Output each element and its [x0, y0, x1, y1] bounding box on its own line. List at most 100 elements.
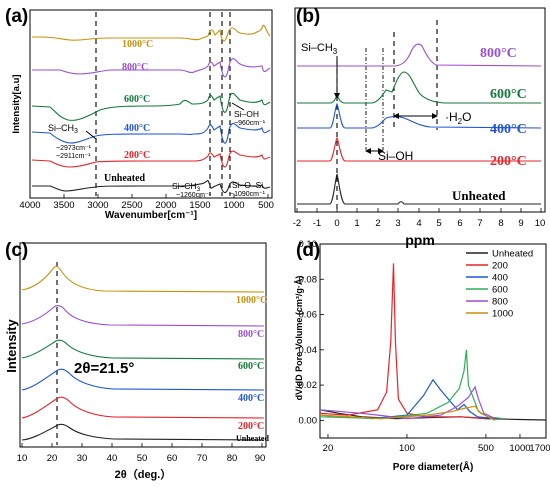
- panel-c: (c) Intensity 2θ（deg.） 10 20 30 40 50 60…: [4, 240, 269, 481]
- panel-c-label-800: 800°C: [238, 329, 264, 340]
- panel-d-series-800: [319, 385, 496, 420]
- panel-d-legend-label: 600: [492, 285, 508, 296]
- panel-b-xtick: 4: [416, 218, 421, 229]
- panel-c-xtick: 70: [197, 453, 208, 464]
- panel-b-label-600: 600°C: [490, 87, 527, 102]
- panel-c-xtick: 40: [107, 453, 118, 464]
- panel-b-series-800: [297, 43, 542, 67]
- panel-a-label-unheated: Unheated: [104, 173, 146, 184]
- panel-a-ann-1090: ~1090cm⁻¹: [230, 191, 266, 198]
- panel-b-xtick: 3: [395, 218, 400, 229]
- panel-d-series-unheated: [319, 409, 547, 421]
- panel-c-frame: [19, 242, 267, 448]
- panel-d-xlabel: Pore diameter(Å): [393, 460, 474, 473]
- panel-b-series-400: [297, 102, 542, 129]
- panel-b-label-400: 400°C: [490, 122, 527, 137]
- panel-a-ann-2911: ~2911cm⁻¹: [56, 153, 91, 160]
- panel-a-label-400: 400°C: [124, 123, 150, 134]
- panel-a-xtick: 500: [258, 200, 274, 211]
- panel-b-xtick: 8: [498, 218, 503, 229]
- panel-c-letter: (c): [5, 240, 28, 261]
- panel-b-xtick: -1: [313, 218, 321, 229]
- panel-d-series-400: [319, 378, 495, 420]
- panel-c-ann-2theta: 2θ=21.5°: [74, 360, 134, 377]
- panel-a-ann-sioh: Si–OH: [234, 109, 259, 119]
- panel-a-series-400: [31, 123, 271, 144]
- panel-d-xtick: 1000: [509, 443, 530, 454]
- panel-a-ann-960: ~960cm⁻¹: [234, 120, 266, 127]
- panel-c-label-400: 400°C: [238, 393, 264, 404]
- panel-d-legend-label: 200: [492, 261, 508, 272]
- panel-c-series-600: [21, 339, 265, 360]
- panel-b-label-800: 800°C: [480, 46, 517, 61]
- panel-a-xtick: 3000: [87, 200, 108, 211]
- panel-b-xtick: 0: [334, 218, 339, 229]
- panel-b-xtick: 1: [354, 218, 359, 229]
- panel-c-xtick: 50: [137, 453, 148, 464]
- panel-b-xtick: 10: [535, 218, 546, 229]
- panel-a-ann-sich3-bottom: Si–CH3: [172, 181, 201, 193]
- panel-a: (a) Intensity[a.u] Wavenumber[cm⁻¹] 4000…: [5, 6, 274, 221]
- panel-a-series-200: [31, 150, 271, 168]
- panel-a-xtick: 1500: [189, 200, 210, 211]
- panel-d-legend-label: 400: [492, 273, 508, 284]
- panel-d-xtick: 1700: [529, 443, 550, 454]
- panel-c-series-400: [21, 368, 265, 391]
- panel-a-ann-1260: ~1260cm⁻¹: [176, 192, 212, 199]
- panel-b: (b) ppm -2 -1 0 1 2 3 4 5 6 7 8 9 10 800…: [293, 6, 546, 248]
- panel-b-label-unheated: Unheated: [452, 188, 506, 203]
- panel-d-ylabel: dV/dD Pore Volume (cm³/g·Å): [294, 276, 304, 401]
- panel-b-xlabel: ppm: [405, 232, 435, 248]
- panel-a-xtick: 1000: [223, 200, 244, 211]
- panel-c-series-unheated: [21, 423, 265, 441]
- panel-b-xtick: -2: [293, 218, 301, 229]
- panel-c-ylabel: Intensity: [4, 319, 19, 373]
- panel-a-ann-siosi: Si–O–Si: [232, 180, 263, 190]
- panel-c-xtick: 90: [255, 453, 266, 464]
- panel-d-ytick: 0.10: [299, 239, 318, 250]
- panel-b-xtick: 2: [375, 218, 380, 229]
- panel-a-ann-2973: ~2973cm⁻¹: [56, 145, 92, 152]
- panel-b-label-200: 200°C: [490, 154, 527, 169]
- panel-a-series-unheated: [32, 179, 271, 194]
- panel-c-xlabel: 2θ（deg.）: [115, 468, 172, 481]
- panel-b-series-unheated: [297, 173, 541, 205]
- panel-a-xticks: 4000 3500 3000 2500 2000 1500 1000 500: [19, 194, 274, 211]
- panel-b-ann-sioh: Si–OH: [378, 149, 413, 163]
- panel-a-xtick: 2500: [121, 200, 142, 211]
- panel-b-xtick: 9: [518, 218, 523, 229]
- panel-c-label-unheated: Unheated: [236, 434, 269, 443]
- panel-c-label-600: 600°C: [238, 361, 264, 372]
- panel-a-xtick: 3500: [53, 200, 74, 211]
- panel-d-ytick: 0.02: [299, 380, 318, 391]
- panel-d-series-600: [319, 349, 503, 420]
- panel-a-label-800: 800°C: [122, 62, 148, 73]
- panel-c-series-200: [21, 396, 265, 419]
- panel-b-xtick: 6: [457, 218, 462, 229]
- panel-c-series-1000: [21, 265, 265, 293]
- panel-d-series-1000: [319, 405, 496, 421]
- panel-a-ann-sich3-left: Si–CH3: [48, 123, 78, 135]
- panel-a-xlabel: Wavenumber[cm⁻¹]: [105, 210, 197, 221]
- panel-c-xtick: 20: [47, 453, 58, 464]
- panel-d-ytick: 0.04: [299, 345, 318, 356]
- panel-d-legend-label: 800: [492, 297, 508, 308]
- panel-b-xticks: -2 -1 0 1 2 3 4 5 6 7 8 9 10: [293, 208, 546, 229]
- panel-b-letter: (b): [296, 6, 320, 27]
- panel-d-xtick: 500: [478, 443, 494, 454]
- panel-b-series-200: [297, 136, 541, 162]
- panel-c-xtick: 80: [227, 453, 238, 464]
- panel-d: (d) dV/dD Pore Volume (cm³/g·Å) Pore dia…: [294, 239, 550, 473]
- panel-a-letter: (a): [5, 6, 28, 27]
- panel-d-legend-label: Unheated: [492, 249, 533, 260]
- panel-b-frame: [294, 7, 546, 213]
- panel-c-xtick: 60: [167, 453, 178, 464]
- panel-d-ytick: 0.08: [299, 274, 318, 285]
- panel-b-xtick: 7: [477, 218, 482, 229]
- panel-d-frame: [319, 243, 547, 439]
- panel-a-label-200: 200°C: [124, 150, 150, 161]
- panel-c-series-800: [21, 305, 265, 327]
